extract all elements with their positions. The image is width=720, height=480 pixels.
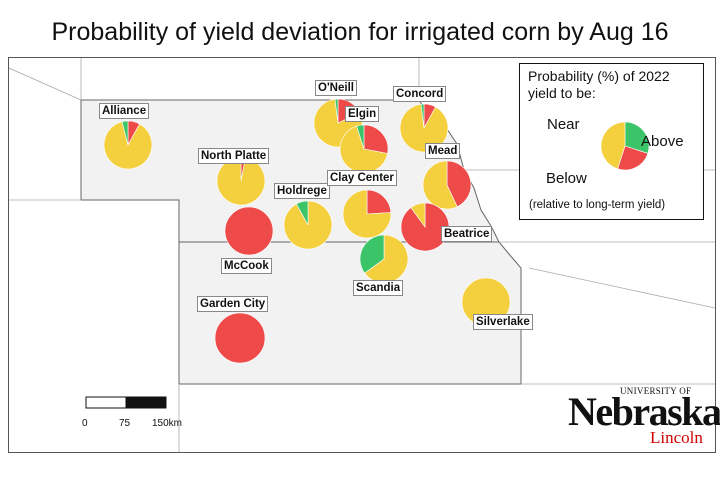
pie-elgin bbox=[339, 124, 389, 174]
legend-canvas bbox=[600, 121, 650, 171]
pie-scandia-above-slice bbox=[359, 234, 385, 274]
legend-pie-above-slice bbox=[624, 121, 650, 154]
pie-clay-center-below-slice bbox=[366, 189, 392, 215]
scale-label-75: 75 bbox=[119, 418, 131, 429]
pie-clay-center-near-slice bbox=[342, 189, 392, 239]
pie-elgin-above-slice bbox=[356, 124, 365, 150]
legend-note: (relative to long-term yield) bbox=[529, 199, 666, 211]
pie-holdrege-above-slice bbox=[296, 200, 309, 226]
label-scandia: Scandia bbox=[353, 280, 404, 296]
pie-holdrege bbox=[283, 200, 333, 250]
legend-pie-near-slice bbox=[600, 121, 626, 170]
map-canvas bbox=[9, 58, 715, 452]
legend-pie-below-slice bbox=[617, 145, 649, 171]
label-beatrice: Beatrice bbox=[441, 226, 493, 242]
logo-sub-text: Lincoln bbox=[650, 428, 703, 447]
map-title: Probability of yield deviation for irrig… bbox=[51, 18, 669, 46]
legend-above-label: Above bbox=[641, 133, 684, 150]
pie-elgin-below-slice bbox=[363, 124, 389, 154]
pie-mccook bbox=[224, 206, 274, 256]
pie-mccook-below-slice bbox=[224, 206, 274, 256]
legend-box: Probability (%) of 2022 yield to be: Nea… bbox=[519, 63, 704, 220]
pie-concord bbox=[399, 103, 449, 153]
legend-below-label: Below bbox=[546, 170, 587, 187]
pie-alliance-above-slice bbox=[121, 120, 129, 146]
label-mccook: McCook bbox=[221, 258, 272, 274]
label-holdrege: Holdrege bbox=[274, 183, 330, 199]
pie-north-platte bbox=[216, 156, 266, 206]
pie-garden-city-below-slice bbox=[214, 312, 266, 364]
label-garden-city: Garden City bbox=[197, 296, 269, 312]
pie-scandia bbox=[359, 234, 409, 284]
label-oneill: O'Neill bbox=[315, 80, 357, 96]
label-clay-center: Clay Center bbox=[327, 170, 397, 186]
pie-layer bbox=[103, 98, 511, 364]
scale-label-0: 0 bbox=[82, 418, 88, 429]
legend-near-label: Near bbox=[547, 116, 580, 133]
pie-garden-city bbox=[214, 312, 266, 364]
pie-mead-near-slice bbox=[422, 160, 458, 210]
pie-north-platte-near-slice bbox=[216, 156, 266, 206]
pie-mead-below-slice bbox=[446, 160, 472, 208]
scale-bar bbox=[85, 396, 167, 409]
legend-title: Probability (%) of 2022 yield to be: bbox=[528, 68, 670, 102]
label-silverlake: Silverlake bbox=[473, 314, 533, 330]
label-elgin: Elgin bbox=[345, 106, 380, 122]
pie-elgin-near-slice bbox=[339, 125, 388, 174]
pie-clay-center bbox=[342, 189, 392, 239]
pie-alliance-near-slice bbox=[103, 121, 153, 170]
legend-title-line1: Probability (%) of 2022 bbox=[528, 68, 670, 84]
pie-concord-near-slice bbox=[399, 103, 449, 153]
pie-beatrice-near-slice bbox=[410, 202, 426, 228]
pie-alliance bbox=[103, 120, 153, 170]
pie-oneill-above-slice bbox=[334, 98, 339, 124]
label-mead: Mead bbox=[425, 143, 461, 159]
label-concord: Concord bbox=[393, 86, 447, 102]
pie-beatrice bbox=[400, 202, 450, 252]
logo-top-text: UNIVERSITY OF bbox=[620, 386, 692, 396]
logo-main-text: Nebraska bbox=[568, 389, 720, 434]
scale-label-150: 150km bbox=[152, 418, 183, 429]
pie-mead bbox=[422, 160, 472, 210]
legend-pie bbox=[600, 121, 650, 171]
label-alliance: Alliance bbox=[99, 103, 150, 119]
label-north-platte: North Platte bbox=[198, 148, 270, 164]
legend-title-line2: yield to be: bbox=[528, 85, 596, 101]
pie-concord-above-slice bbox=[420, 103, 425, 129]
